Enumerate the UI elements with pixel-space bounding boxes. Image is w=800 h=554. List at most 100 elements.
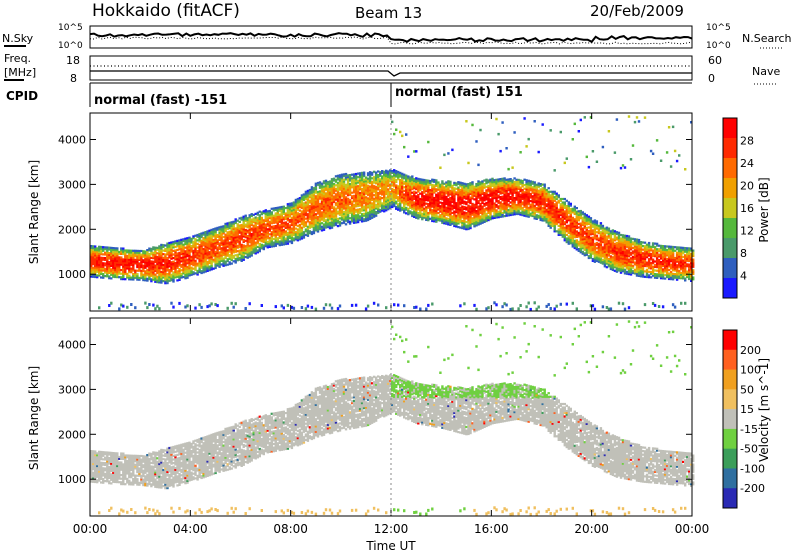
power-cell: [224, 237, 227, 240]
power-cell: [294, 204, 298, 207]
power-cell: [244, 250, 247, 253]
power-cell: [110, 254, 113, 257]
power-cell: [537, 150, 540, 154]
power-cell: [126, 274, 129, 277]
power-cell: [116, 247, 119, 250]
power-cell: [118, 268, 121, 272]
power-cell: [166, 246, 169, 249]
power-cell: [166, 265, 169, 268]
power-cell: [150, 263, 153, 267]
power-cell: [206, 244, 209, 247]
power-cell: [258, 221, 261, 224]
power-cell: [138, 258, 141, 261]
power-cell: [280, 241, 283, 245]
power-cell: [122, 272, 125, 275]
power-cell: [148, 278, 151, 281]
power-cell: [130, 269, 133, 272]
power-cell: [280, 304, 283, 308]
power-cell: [118, 256, 121, 259]
power-cell: [248, 223, 251, 226]
power-cell: [262, 226, 265, 229]
power-cell: [166, 251, 169, 254]
power-cell: [150, 271, 153, 274]
power-cell: [254, 234, 257, 237]
power-cell: [314, 195, 318, 198]
power-cell: [154, 278, 157, 282]
power-cell: [232, 249, 235, 252]
power-cell: [266, 233, 269, 236]
power-cell: [182, 247, 185, 250]
power-cell: [372, 301, 376, 305]
power-cell: [118, 276, 121, 279]
power-cell: [142, 253, 145, 256]
power-cell: [224, 260, 227, 263]
power-cell: [202, 262, 205, 265]
power-cell: [276, 233, 279, 236]
power-cell: [168, 263, 171, 266]
power-cell: [282, 218, 285, 221]
power-cell: [114, 247, 117, 250]
power-cell: [176, 241, 179, 244]
power-cell: [146, 259, 149, 262]
power-cell: [204, 236, 207, 239]
power-cell: [208, 231, 211, 234]
power-cell: [188, 274, 191, 277]
power-cell: [218, 231, 221, 234]
power-cell: [174, 272, 177, 275]
power-cell: [399, 130, 402, 134]
power-cell: [268, 222, 271, 225]
power-cell: [270, 234, 273, 237]
power-cell: [166, 244, 169, 247]
power-cell: [214, 266, 217, 270]
power-cell: [212, 242, 215, 245]
power-cell: [120, 252, 123, 255]
power-cell: [132, 258, 135, 261]
power-cell: [146, 268, 149, 271]
power-cell: [226, 245, 229, 248]
power-cell: [190, 273, 193, 276]
power-cell: [174, 242, 177, 245]
power-cell: [238, 235, 241, 238]
power-cell: [176, 275, 179, 278]
power-cell: [138, 262, 141, 265]
power-cell: [230, 241, 233, 244]
power-cell: [170, 273, 173, 276]
station-title: Hokkaido (fitACF): [92, 1, 240, 21]
power-cell: [248, 302, 251, 306]
power-cell: [178, 273, 181, 276]
power-cell: [228, 263, 231, 266]
power-cell: [170, 279, 173, 282]
power-cell: [156, 277, 159, 280]
power-cell: [228, 243, 231, 246]
power-cell: [549, 129, 552, 132]
power-cell: [214, 241, 217, 244]
power-cell: [184, 253, 187, 256]
power-cell: [110, 257, 113, 260]
power-cell: [258, 239, 261, 242]
power-cell: [238, 220, 241, 223]
power-cell: [216, 257, 219, 260]
power-cell: [270, 240, 273, 243]
power-cell: [214, 259, 217, 262]
power-cell: [264, 211, 267, 214]
power-cell: [90, 261, 93, 264]
power-cell: [190, 266, 193, 269]
power-cell: [270, 238, 273, 241]
power-cell: [276, 228, 279, 231]
power-cell: [212, 247, 215, 251]
power-cell: [250, 249, 253, 252]
power-cell: [240, 252, 243, 255]
power-cell: [104, 246, 107, 249]
power-cell: [218, 229, 221, 232]
power-cell: [204, 266, 207, 270]
power-cell: [260, 304, 263, 307]
power-cell: [138, 257, 141, 260]
power-cell: [106, 266, 109, 269]
power-cell: [254, 252, 257, 255]
power-cell: [164, 274, 167, 278]
power-cell: [180, 247, 183, 250]
power-cell: [138, 269, 141, 272]
power-cell: [134, 249, 137, 252]
power-cell: [174, 245, 177, 248]
power-cell: [166, 267, 169, 270]
